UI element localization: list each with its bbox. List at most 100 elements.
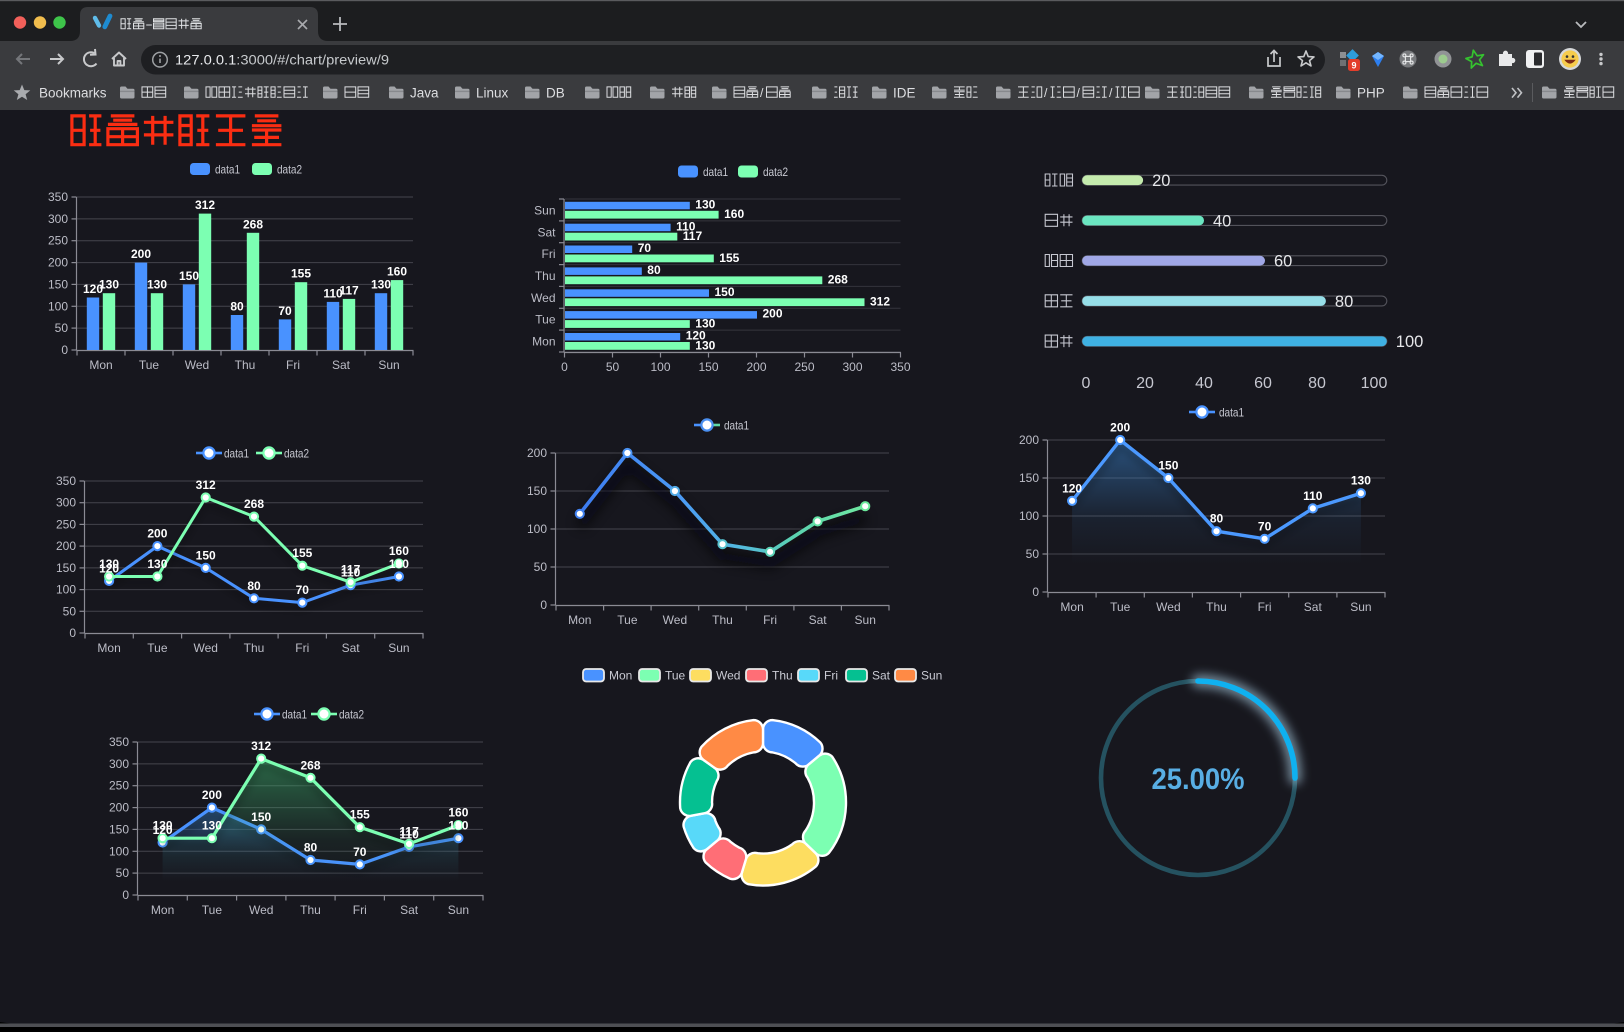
svg-text:130: 130 <box>147 557 167 571</box>
svg-text:Sun: Sun <box>534 203 555 217</box>
svg-text:PHP: PHP <box>1357 86 1385 101</box>
svg-text:200: 200 <box>56 539 76 553</box>
svg-text:0: 0 <box>69 626 76 640</box>
svg-text:/: / <box>1109 86 1113 100</box>
svg-text:/: / <box>760 86 764 100</box>
svg-text:160: 160 <box>724 207 744 221</box>
svg-text:120: 120 <box>153 823 173 837</box>
svg-text:Linux: Linux <box>476 86 509 101</box>
svg-text:Thu: Thu <box>244 641 265 655</box>
svg-text:Sun: Sun <box>1350 600 1371 614</box>
svg-text:/: / <box>1044 86 1048 100</box>
svg-text:0: 0 <box>1032 585 1039 599</box>
svg-text:70: 70 <box>296 583 310 597</box>
svg-text:200: 200 <box>1110 421 1130 435</box>
svg-text:Fri: Fri <box>1258 600 1272 614</box>
svg-text:130: 130 <box>1351 474 1371 488</box>
svg-text:155: 155 <box>719 251 739 265</box>
svg-text:0: 0 <box>1082 375 1091 392</box>
svg-text:Bookmarks: Bookmarks <box>39 86 107 101</box>
svg-text:Java: Java <box>410 86 439 101</box>
svg-text:300: 300 <box>56 496 76 510</box>
svg-text:Sat: Sat <box>809 613 828 627</box>
svg-text:110: 110 <box>676 219 696 233</box>
svg-text:200: 200 <box>131 247 151 261</box>
svg-text:Wed: Wed <box>1156 600 1180 614</box>
svg-text:Mon: Mon <box>97 641 120 655</box>
svg-text:150: 150 <box>715 285 735 299</box>
svg-text:data1: data1 <box>703 165 728 179</box>
svg-text:Fri: Fri <box>295 641 309 655</box>
svg-text:200: 200 <box>109 801 129 815</box>
svg-text:250: 250 <box>56 517 76 531</box>
svg-text:312: 312 <box>251 739 271 753</box>
svg-text:127.0.0.1:3000/#/chart/preview: 127.0.0.1:3000/#/chart/preview/9 <box>175 53 389 69</box>
svg-text:Wed: Wed <box>193 641 217 655</box>
svg-text:350: 350 <box>56 474 76 488</box>
svg-text:data1: data1 <box>215 163 240 177</box>
svg-text:150: 150 <box>527 484 547 498</box>
svg-text:Sun: Sun <box>388 641 409 655</box>
svg-text:Wed: Wed <box>531 291 555 305</box>
svg-text:80: 80 <box>647 263 661 277</box>
svg-text:data1: data1 <box>282 708 307 722</box>
svg-text:200: 200 <box>147 527 167 541</box>
svg-text:data2: data2 <box>339 708 364 722</box>
svg-text:Mon: Mon <box>89 358 112 372</box>
svg-text:Fri: Fri <box>286 358 300 372</box>
svg-text:100: 100 <box>1019 509 1039 523</box>
svg-text:100: 100 <box>48 299 68 313</box>
svg-text:80: 80 <box>247 579 261 593</box>
svg-text:Fri: Fri <box>763 613 777 627</box>
svg-text:160: 160 <box>387 265 407 279</box>
svg-text:40: 40 <box>1195 375 1213 392</box>
svg-text:120: 120 <box>1062 481 1082 495</box>
svg-text:312: 312 <box>870 295 890 309</box>
svg-text:50: 50 <box>63 604 77 618</box>
svg-text:100: 100 <box>109 844 129 858</box>
svg-text:Thu: Thu <box>772 669 793 683</box>
svg-text:130: 130 <box>99 278 119 292</box>
svg-text:60: 60 <box>1274 253 1292 271</box>
svg-text:50: 50 <box>1026 547 1040 561</box>
svg-text:Mon: Mon <box>532 335 555 349</box>
svg-text:117: 117 <box>399 824 419 838</box>
svg-text:150: 150 <box>251 810 271 824</box>
svg-text:160: 160 <box>389 544 409 558</box>
svg-text:80: 80 <box>1210 512 1224 526</box>
svg-text:50: 50 <box>116 866 130 880</box>
svg-text:Sat: Sat <box>872 669 891 683</box>
svg-text:Tue: Tue <box>1110 600 1131 614</box>
svg-text:200: 200 <box>746 360 766 374</box>
svg-text:Thu: Thu <box>300 903 321 917</box>
svg-text:Sat: Sat <box>332 358 351 372</box>
svg-text:80: 80 <box>1308 375 1326 392</box>
svg-text:100: 100 <box>1396 333 1424 351</box>
svg-text:268: 268 <box>300 758 320 772</box>
svg-text:60: 60 <box>1254 375 1272 392</box>
svg-text:70: 70 <box>353 845 367 859</box>
svg-text:155: 155 <box>291 267 311 281</box>
svg-text:40: 40 <box>1213 212 1231 230</box>
svg-text:130: 130 <box>202 819 222 833</box>
svg-text:110: 110 <box>323 286 343 300</box>
svg-text:160: 160 <box>448 806 468 820</box>
svg-text:268: 268 <box>828 273 848 287</box>
svg-text:Wed: Wed <box>249 903 273 917</box>
svg-text:50: 50 <box>55 321 69 335</box>
svg-text:70: 70 <box>1258 519 1272 533</box>
svg-text:130: 130 <box>147 278 167 292</box>
svg-text:150: 150 <box>1158 459 1178 473</box>
svg-text:Sun: Sun <box>378 358 399 372</box>
svg-text:data1: data1 <box>724 419 749 433</box>
svg-text:130: 130 <box>448 819 468 833</box>
svg-text:Thu: Thu <box>712 613 733 627</box>
svg-text:150: 150 <box>109 822 129 836</box>
svg-text:Wed: Wed <box>663 613 687 627</box>
svg-text:130: 130 <box>371 278 391 292</box>
svg-text:312: 312 <box>195 198 215 212</box>
svg-text:Tue: Tue <box>665 669 686 683</box>
svg-text:312: 312 <box>196 478 216 492</box>
svg-text:150: 150 <box>179 269 199 283</box>
svg-text:Thu: Thu <box>235 358 256 372</box>
